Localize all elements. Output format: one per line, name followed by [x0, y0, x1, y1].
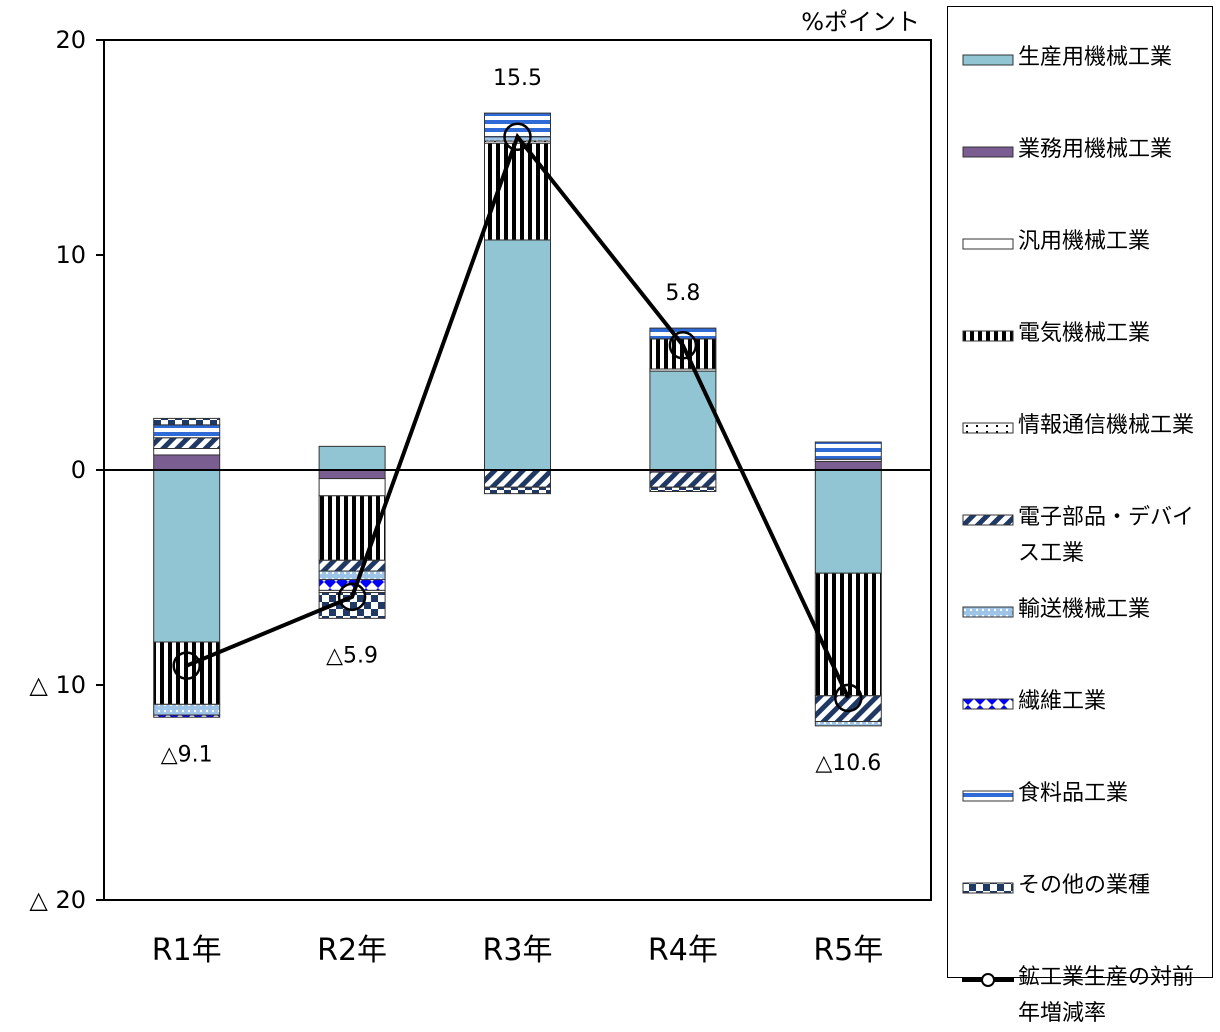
growth-rate-line: [172, 122, 863, 713]
x-tick-label-3: R4年: [648, 933, 718, 968]
legend-label-series-2: 汎用機械工業: [1018, 229, 1151, 254]
legend-item-series-7: 繊維工業: [962, 689, 1212, 720]
legend-swatch-series-0: [962, 54, 1014, 66]
legend-swatch-series-2: [962, 238, 1014, 250]
bar-series-0-1: [318, 445, 386, 471]
legend-item-series-6: 輸送機械工業: [962, 597, 1212, 628]
bar-series-8-4: [814, 441, 882, 460]
legend-label-series-5: 電子部品・デバイス工業: [1018, 505, 1195, 566]
bar-series-9-2: [484, 486, 551, 495]
legend-swatch-series-6: [962, 606, 1014, 618]
bar-series-2-0: [153, 448, 221, 456]
legend-label-series-1: 業務用機械工業: [1018, 137, 1173, 162]
x-tick-label-1: R2年: [317, 933, 387, 968]
legend-item-series-9: その他の業種: [962, 873, 1212, 904]
bar-series-3-1: [318, 495, 386, 561]
legend-swatch-series-9: [962, 882, 1014, 894]
x-tick-label-0: R1年: [152, 933, 222, 968]
legend-swatch-series-8: [962, 790, 1014, 802]
bar-series-6-4: [814, 721, 882, 727]
legend-swatch-growth-rate: [962, 973, 1014, 987]
bar-series-3-2: [484, 142, 551, 241]
legend-item-growth-rate: 鉱工業生産の対前年増減率: [962, 965, 1212, 1032]
unit-label: %ポイント: [801, 8, 920, 36]
growth-rate-point-0: [172, 651, 201, 680]
x-tick-label-4: R5年: [813, 933, 883, 968]
legend-label-series-7: 繊維工業: [1018, 689, 1107, 714]
y-tick-label-4: △ 20: [29, 886, 86, 914]
bar-series-2-1: [318, 478, 386, 497]
legend-label-growth-rate: 鉱工業生産の対前年増減率: [1018, 965, 1195, 1026]
x-tick-label-2: R3年: [483, 933, 553, 968]
growth-rate-point-1: [337, 582, 367, 612]
growth-rate-point-4: [834, 683, 863, 713]
bar-series-8-0: [153, 424, 221, 439]
growth-rate-polyline: [185, 132, 851, 699]
growth-rate-point-2: [503, 122, 532, 151]
y-tick-label-1: 10: [55, 241, 86, 269]
legend-swatch-series-7: [962, 698, 1014, 710]
legend-label-series-9: その他の業種: [1018, 873, 1151, 898]
legend-item-series-3: 電気機械工業: [962, 321, 1212, 352]
y-tick-label-0: 20: [55, 26, 86, 54]
bar-series-6-1: [318, 570, 386, 581]
legend-item-series-4: 情報通信機械工業: [962, 413, 1212, 444]
bar-series-5-2: [484, 469, 551, 488]
growth-rate-point-3: [668, 331, 698, 360]
bar-series-3-0: [153, 641, 221, 705]
legend-label-series-4: 情報通信機械工業: [1018, 413, 1195, 438]
y-tick-label-2: 0: [71, 456, 86, 484]
legend-label-series-0: 生産用機械工業: [1018, 45, 1173, 70]
bar-series-1-1: [318, 469, 386, 480]
chart-area: 20 10 0 △ 10 △ 20 R1年 R2年 R3年 R4年 R5年 △9.1 △5.9 15…: [29, 8, 932, 968]
legend: 生産用機械工業 業務用機械工業 汎用機械工業 電気機械工業情報通信機械工業電子部品・デ…: [947, 6, 1213, 1026]
bar-series-9-3: [649, 486, 717, 493]
data-label-3: 5.8: [665, 281, 700, 306]
bar-series-1-0: [153, 454, 221, 471]
legend-item-series-5: 電子部品・デバイス工業: [962, 505, 1212, 572]
bar-series-3-4: [814, 572, 882, 697]
legend-label-series-8: 食料品工業: [1018, 781, 1129, 806]
data-label-0: △9.1: [161, 742, 213, 767]
bar-series-0-2: [484, 239, 551, 471]
bar-series-0-4: [814, 469, 882, 574]
bar-series-0-0: [153, 469, 221, 643]
legend-item-series-8: 食料品工業: [962, 781, 1212, 812]
data-label-1: △5.9: [326, 643, 378, 668]
data-labels: △9.1 △5.9 15.5 5.8 △10.6: [161, 66, 882, 776]
bar-series-7-0: [153, 714, 221, 718]
legend-swatch-series-4: [962, 422, 1014, 434]
bar-series-6-0: [153, 703, 221, 716]
bar-series-1-4: [814, 460, 882, 471]
data-label-4: △10.6: [815, 751, 881, 776]
legend-item-series-2: 汎用機械工業: [962, 229, 1212, 260]
data-label-2: 15.5: [493, 66, 542, 91]
bar-series-5-4: [814, 695, 882, 723]
bar-series-5-3: [649, 471, 717, 488]
bar-series-5-0: [153, 437, 221, 449]
bar-series-9-0: [153, 417, 221, 426]
legend-label-series-6: 輸送機械工業: [1018, 597, 1151, 622]
legend-swatch-series-1: [962, 146, 1014, 158]
y-axis: 20 10 0 △ 10 △ 20: [29, 26, 104, 914]
legend-swatch-series-3: [962, 330, 1014, 342]
x-axis: R1年 R2年 R3年 R4年 R5年: [152, 933, 884, 968]
bar-series-5-1: [318, 559, 386, 572]
legend-label-series-3: 電気機械工業: [1018, 321, 1151, 346]
y-tick-label-3: △ 10: [29, 671, 86, 699]
legend-item-series-0: 生産用機械工業: [962, 45, 1212, 76]
legend-swatch-series-5: [962, 514, 1014, 526]
legend-item-series-1: 業務用機械工業: [962, 137, 1212, 168]
bar-series-0-3: [649, 370, 717, 471]
